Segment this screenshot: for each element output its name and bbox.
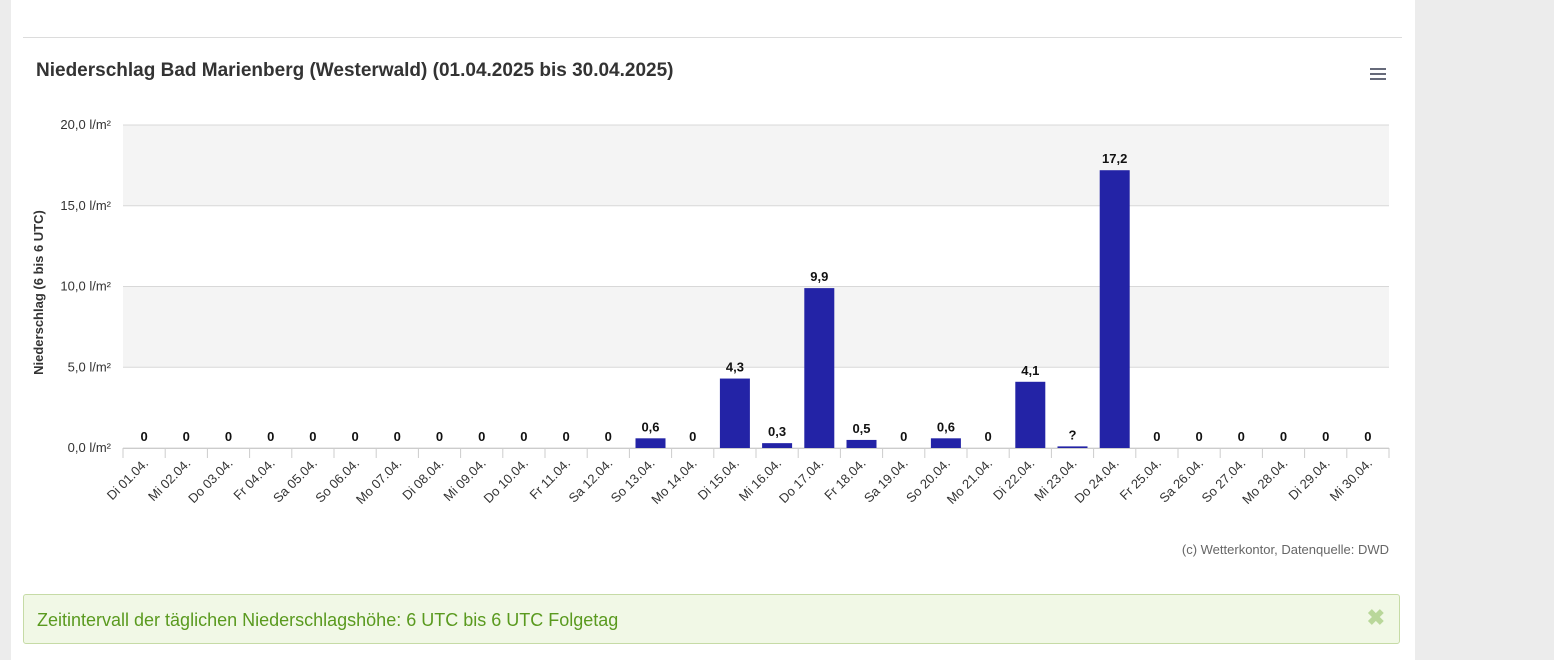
- data-label: 0: [478, 429, 485, 444]
- hamburger-menu-icon[interactable]: [1368, 66, 1388, 82]
- y-tick-label: 10,0 l/m²: [60, 279, 111, 294]
- chart-credits[interactable]: (c) Wetterkontor, Datenquelle: DWD: [1181, 542, 1389, 557]
- x-tick-label: Mo 21.04.: [944, 456, 995, 507]
- divider: [23, 37, 1402, 38]
- data-label: 0: [394, 429, 401, 444]
- bar: [762, 443, 793, 448]
- x-tick-label: Mo 14.04.: [648, 456, 699, 507]
- x-tick-label: Di 29.04.: [1285, 456, 1332, 503]
- menu-line: [1370, 68, 1386, 70]
- bar: [804, 288, 835, 448]
- data-label: 0: [984, 429, 991, 444]
- bar: [1015, 381, 1046, 448]
- bar: [1099, 170, 1130, 448]
- data-label: 0: [520, 429, 527, 444]
- data-label: 17,2: [1102, 151, 1127, 166]
- data-label: 0,6: [937, 419, 955, 434]
- data-label: 0: [1238, 429, 1245, 444]
- info-alert-text: Zeitintervall der täglichen Niederschlag…: [37, 610, 619, 630]
- bar: [635, 438, 666, 448]
- y-axis-title: Niederschlag (6 bis 6 UTC): [31, 210, 46, 375]
- x-tick-label: Sa 19.04.: [861, 456, 911, 506]
- data-label: 0: [140, 429, 147, 444]
- y-tick-label: 0,0 l/m²: [68, 440, 112, 455]
- x-tick-label: Do 10.04.: [481, 456, 531, 506]
- x-tick-label: Sa 26.04.: [1156, 456, 1206, 506]
- data-label: 0,6: [641, 419, 659, 434]
- close-icon[interactable]: ✖: [1366, 605, 1385, 630]
- data-label: 0: [309, 429, 316, 444]
- x-tick-label: Di 01.04.: [104, 456, 151, 503]
- x-tick-label: Do 03.04.: [185, 456, 235, 506]
- y-tick-label: 15,0 l/m²: [60, 198, 111, 213]
- x-tick-label: Mi 30.04.: [1327, 456, 1375, 504]
- data-label: 0: [1195, 429, 1202, 444]
- plot-band: [123, 125, 1389, 206]
- bar: [846, 439, 877, 448]
- data-label: 0: [689, 429, 696, 444]
- data-label: 0: [605, 429, 612, 444]
- info-alert: Zeitintervall der täglichen Niederschlag…: [23, 594, 1400, 644]
- y-tick-label: 5,0 l/m²: [68, 359, 112, 374]
- bar: [1057, 446, 1088, 448]
- data-label: 9,9: [810, 269, 828, 284]
- chart-title: Niederschlag Bad Marienberg (Westerwald)…: [36, 60, 674, 81]
- x-tick-label: Di 15.04.: [695, 456, 742, 503]
- data-label: 0: [267, 429, 274, 444]
- data-label: 4,1: [1021, 363, 1039, 378]
- data-label: 0: [351, 429, 358, 444]
- x-tick-label: Do 17.04.: [776, 456, 826, 506]
- data-label: 4,3: [726, 360, 744, 375]
- data-label: 0: [1280, 429, 1287, 444]
- data-label: 0: [1153, 429, 1160, 444]
- data-label: 0: [436, 429, 443, 444]
- data-label: 0: [562, 429, 569, 444]
- x-tick-label: Sa 05.04.: [270, 456, 320, 506]
- data-label: 0,5: [852, 421, 870, 436]
- x-tick-label: Do 24.04.: [1071, 456, 1121, 506]
- bar: [930, 438, 961, 448]
- menu-line: [1370, 73, 1386, 75]
- data-label: 0: [183, 429, 190, 444]
- precipitation-chart: 0,0 l/m² 5,0 l/m² 10,0 l/m² 15,0 l/m² 20,0 l…: [31, 117, 1390, 507]
- x-tick-label: Di 08.04.: [399, 456, 446, 503]
- menu-line: [1370, 78, 1386, 80]
- data-label: 0: [1364, 429, 1371, 444]
- x-tick-label: Mo 28.04.: [1239, 456, 1290, 507]
- data-label: ?: [1069, 427, 1077, 442]
- x-tick-label: Mo 07.04.: [353, 456, 404, 507]
- data-label: 0,3: [768, 424, 786, 439]
- plot-band: [123, 286, 1389, 368]
- data-label: 0: [1322, 429, 1329, 444]
- data-label: 0: [900, 429, 907, 444]
- bar: [719, 378, 750, 448]
- x-tick-label: Di 22.04.: [990, 456, 1037, 503]
- data-label: 0: [225, 429, 232, 444]
- y-tick-label: 20,0 l/m²: [60, 117, 111, 132]
- x-tick-label: Sa 12.04.: [565, 456, 615, 506]
